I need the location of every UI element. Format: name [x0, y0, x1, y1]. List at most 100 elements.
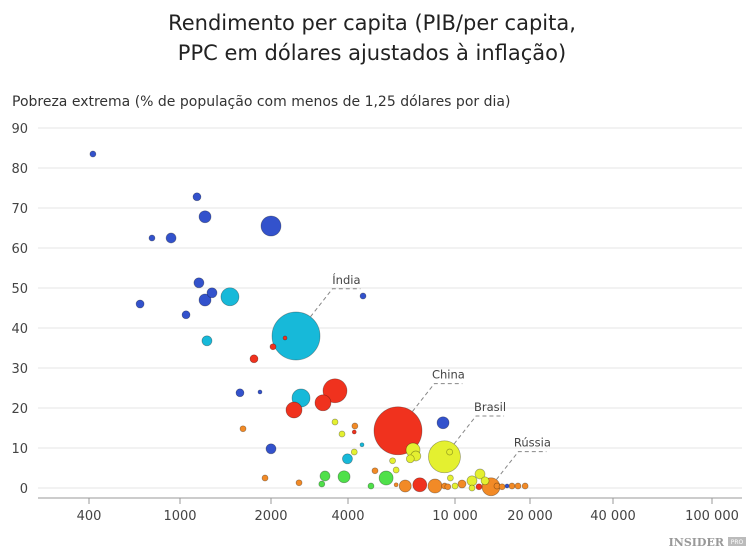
y-tick-label: 10 [11, 442, 28, 457]
x-tick-label: 400 [77, 509, 102, 524]
bubble [257, 389, 263, 395]
bubble [319, 470, 331, 482]
bubble [148, 234, 156, 242]
leader-line [310, 288, 361, 318]
bubble [135, 299, 145, 309]
bubble [447, 474, 454, 482]
bubble [389, 457, 396, 465]
y-tick-label: 40 [11, 322, 28, 337]
gridlines [38, 127, 742, 489]
bubble [451, 482, 459, 490]
x-tick-label: 40 000 [590, 509, 636, 524]
x-tick-label: 2000 [254, 509, 287, 524]
bubble [367, 482, 375, 490]
annotation-label: Brasil [474, 400, 506, 414]
bubble [378, 470, 394, 486]
bubble [466, 475, 478, 487]
bubble [457, 479, 467, 489]
bubble [193, 277, 205, 289]
bubble [480, 476, 490, 486]
chart-title-line-1: Rendimento per capita (PIB/per capita, [168, 11, 576, 35]
annotation-label: China [432, 368, 465, 382]
bubble [359, 442, 365, 448]
y-tick-labels: 0 10 20 30 40 50 60 70 80 90 [11, 122, 28, 497]
logo-badge [728, 537, 746, 546]
y-tick-label: 60 [11, 242, 28, 257]
bubble [314, 394, 332, 412]
bubble-brasil [428, 440, 461, 474]
bubble [398, 479, 412, 493]
y-tick-label: 50 [11, 282, 28, 297]
bubble [285, 401, 303, 419]
bubble [201, 335, 213, 347]
leader-line [496, 451, 547, 480]
bubble [206, 287, 218, 299]
bubble [337, 470, 351, 484]
bubble [192, 192, 202, 202]
bubble [412, 477, 428, 493]
x-tick-label: 4000 [331, 509, 364, 524]
bubble [318, 480, 326, 488]
y-tick-label: 70 [11, 202, 28, 217]
bubble [342, 453, 353, 465]
bubble [198, 293, 212, 307]
bubble [393, 482, 399, 488]
y-tick-label: 90 [11, 122, 28, 137]
annotation-label: Índia [332, 272, 360, 287]
leader-line [411, 383, 463, 412]
bubble [239, 425, 247, 433]
bubble [521, 482, 529, 490]
bubble [89, 150, 97, 158]
bubble [514, 482, 522, 490]
bubble [359, 292, 367, 300]
x-tick-label: 10 000 [432, 509, 478, 524]
bubble-índia [271, 311, 321, 361]
x-tick-label: 100 000 [685, 509, 739, 524]
bubble [474, 468, 486, 480]
bubble [350, 448, 358, 456]
bubble [269, 343, 277, 351]
x-axis: 400 1000 2000 4000 10 000 20 000 40 000 100 000 [38, 497, 742, 524]
bubble [427, 478, 443, 494]
bubble [295, 479, 303, 487]
bubble [444, 483, 452, 491]
annotations: Índia China Brasil Rússia [310, 272, 551, 480]
y-axis-label: Pobreza extrema (% de população com meno… [12, 94, 510, 110]
bubble [261, 474, 269, 482]
bubble [351, 422, 359, 430]
leader-line [453, 415, 505, 445]
bubble [235, 388, 245, 398]
bubble [468, 484, 476, 492]
bubble [504, 483, 510, 489]
bubble [436, 416, 450, 430]
y-tick-label: 80 [11, 162, 28, 177]
bubble [220, 287, 240, 307]
annotation-label: Rússia [514, 436, 551, 450]
bubble [498, 483, 506, 491]
bubble [165, 232, 177, 244]
logo-suffix: PRO [731, 539, 744, 546]
x-tick-label: 1000 [163, 509, 196, 524]
bubble-china [373, 406, 423, 456]
bubble [181, 310, 191, 320]
y-tick-label: 30 [11, 362, 28, 377]
bubble [351, 429, 357, 435]
logo-text: INSIDER [669, 536, 725, 549]
bubble [249, 354, 259, 364]
y-tick-label: 20 [11, 402, 28, 417]
bubble [392, 466, 400, 474]
bubble [446, 448, 453, 456]
bubble [371, 467, 379, 475]
bubbles [89, 150, 529, 497]
bubble [282, 335, 288, 341]
bubble [405, 454, 415, 464]
bubble [260, 215, 282, 237]
bubble [508, 482, 516, 490]
bubble [331, 418, 339, 426]
bubble [475, 483, 483, 491]
bubble [338, 430, 346, 438]
bubble [198, 210, 212, 224]
y-tick-label: 0 [20, 482, 28, 497]
